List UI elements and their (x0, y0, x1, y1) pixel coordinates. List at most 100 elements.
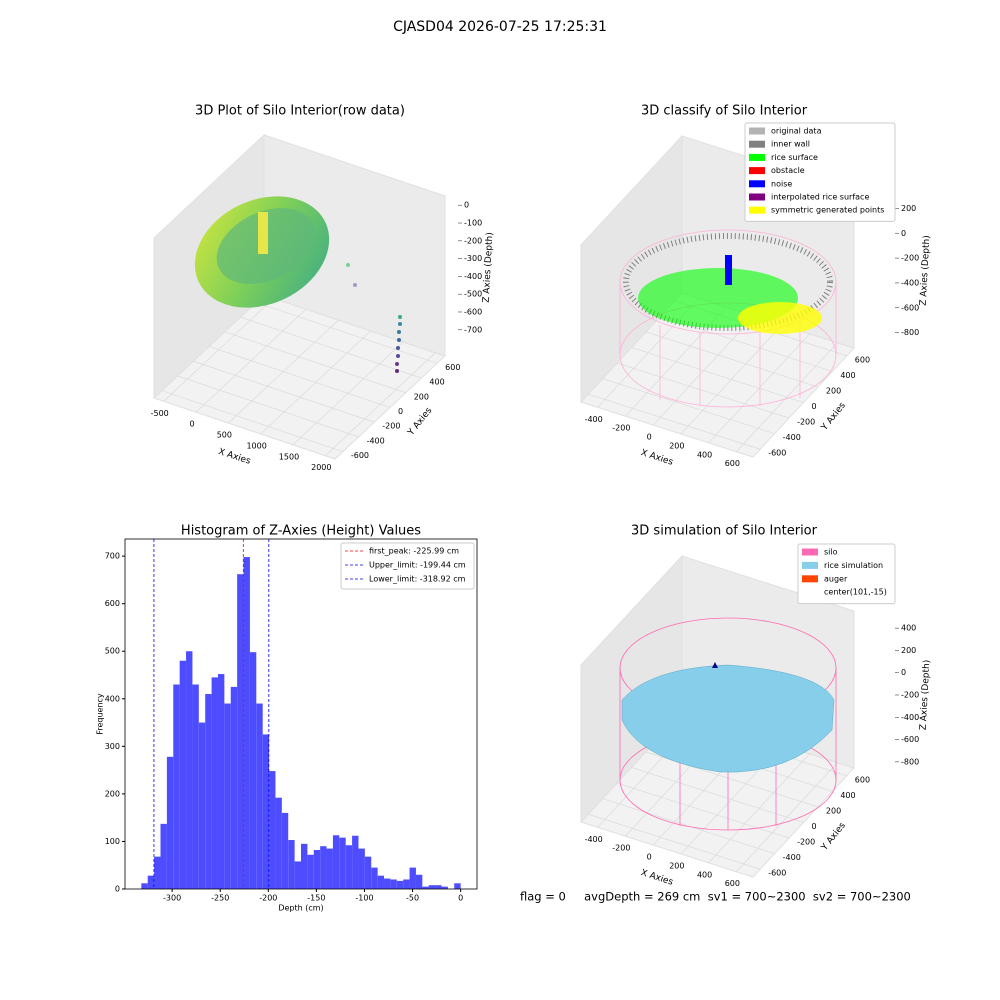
bar (320, 846, 327, 889)
x-tick-label: 500 (217, 431, 232, 440)
plot-frame (124, 538, 478, 890)
legend-swatch (749, 206, 765, 214)
z-tick-label: -100 (464, 219, 482, 228)
bar (339, 837, 346, 889)
y-tick-label: 600 (855, 355, 870, 364)
legend-label: inner wall (771, 140, 810, 149)
bar (396, 880, 404, 889)
y-axis-label: Y Axies (819, 821, 848, 854)
y-axis-label: Y Axies (819, 401, 848, 434)
y-tick-label: 0 (812, 822, 817, 831)
legend-box (340, 542, 475, 590)
side-pane (580, 554, 683, 824)
grid-line (256, 302, 438, 364)
legend-box (797, 543, 896, 605)
x-tick-label: -50 (406, 894, 419, 903)
bar (384, 878, 391, 889)
y-tick-label: 0 (398, 407, 403, 416)
x-tick-label: 0 (647, 433, 652, 442)
x-tick-label: 0 (458, 894, 463, 903)
z-tick-label: 0 (464, 201, 469, 210)
z-tick-label: -800 (901, 757, 919, 766)
legend-swatch (749, 140, 765, 148)
bar (179, 660, 187, 889)
legend-label: rice simulation (824, 561, 883, 570)
z-tick-label: -800 (901, 328, 919, 337)
x-tick-label: 600 (725, 459, 740, 468)
legend-box (744, 122, 896, 222)
grid-line (602, 378, 775, 434)
status-line: flag = 0 avgDepth = 269 cm sv1 = 700~230… (520, 890, 911, 904)
y-tick-label: 100 (105, 837, 120, 846)
legend-swatch (802, 575, 818, 583)
x-tick-label: 200 (669, 861, 684, 870)
z-tick-label: -600 (901, 303, 919, 312)
z-axis-label: Z Axies (Depth) (919, 235, 933, 306)
z-tick-label: 200 (901, 646, 916, 655)
y-tick-label: -400 (783, 853, 801, 862)
legend-label: noise (771, 179, 792, 188)
z-tick-label: 200 (901, 204, 916, 213)
bar (313, 850, 321, 889)
bar (230, 686, 238, 889)
z-tick-label: -200 (901, 691, 919, 700)
y-tick-label: -400 (367, 436, 385, 445)
legend-label: symmetric generated points (771, 206, 884, 215)
x-axis-label: X Axies (639, 868, 674, 888)
y-tick-label: 300 (105, 742, 120, 751)
bar (173, 684, 180, 889)
y-tick-label: -200 (382, 422, 400, 431)
z-tick-label: -400 (901, 713, 919, 722)
bar (217, 674, 225, 889)
legend-label: Lower_limit: -318.92 cm (369, 575, 466, 584)
point-cloud (194, 196, 402, 373)
legend-swatch (802, 561, 818, 569)
bar (269, 771, 276, 889)
bar (441, 886, 448, 889)
bar (377, 875, 385, 889)
bar (249, 652, 257, 889)
bar (237, 574, 244, 889)
legend-label: auger (824, 574, 848, 583)
bar (154, 856, 161, 889)
bar (307, 854, 314, 889)
z-tick-label: -300 (464, 254, 482, 263)
x-tick-label: 0 (647, 853, 652, 862)
y-tick-label: 400 (840, 791, 855, 800)
grid-line (616, 362, 790, 419)
bar (428, 885, 436, 889)
y-tick-label: 700 (105, 552, 120, 561)
y-tick-label: 0 (812, 402, 817, 411)
y-axis-label: Frequency (96, 693, 105, 735)
bar (435, 885, 442, 889)
y-tick-label: 200 (414, 392, 429, 401)
simulation-cloud (619, 617, 837, 831)
legend-swatch (749, 167, 765, 175)
bar (243, 557, 250, 889)
bar (211, 677, 218, 889)
x-tick-label: 200 (669, 441, 684, 450)
y-tick-label: -600 (768, 449, 786, 458)
grid-line (631, 767, 804, 823)
legend-swatch (802, 548, 818, 556)
legend-swatch (749, 153, 765, 161)
subplot-title: Histogram of Z-Axies (Height) Values (181, 524, 421, 539)
bar (160, 823, 167, 889)
x-tick-label: 600 (725, 879, 740, 888)
bar (294, 861, 301, 889)
y-tick-label: -200 (797, 418, 815, 427)
bar (364, 856, 372, 889)
x-axis-label: X Axies (639, 448, 674, 468)
bar (192, 684, 199, 889)
grid-line (240, 316, 422, 379)
bar (345, 845, 353, 889)
legend-label: rice surface (771, 153, 818, 162)
bar (332, 835, 340, 889)
y-tick-label: 500 (105, 647, 120, 656)
z-tick-label: -600 (464, 307, 482, 316)
legend-label: Upper_limit: -199.44 cm (369, 561, 466, 570)
y-tick-label: 400 (840, 371, 855, 380)
x-tick-label: -300 (163, 894, 181, 903)
z-tick-label: -200 (464, 236, 482, 245)
legend-label: interpolated rice surface (771, 193, 869, 202)
